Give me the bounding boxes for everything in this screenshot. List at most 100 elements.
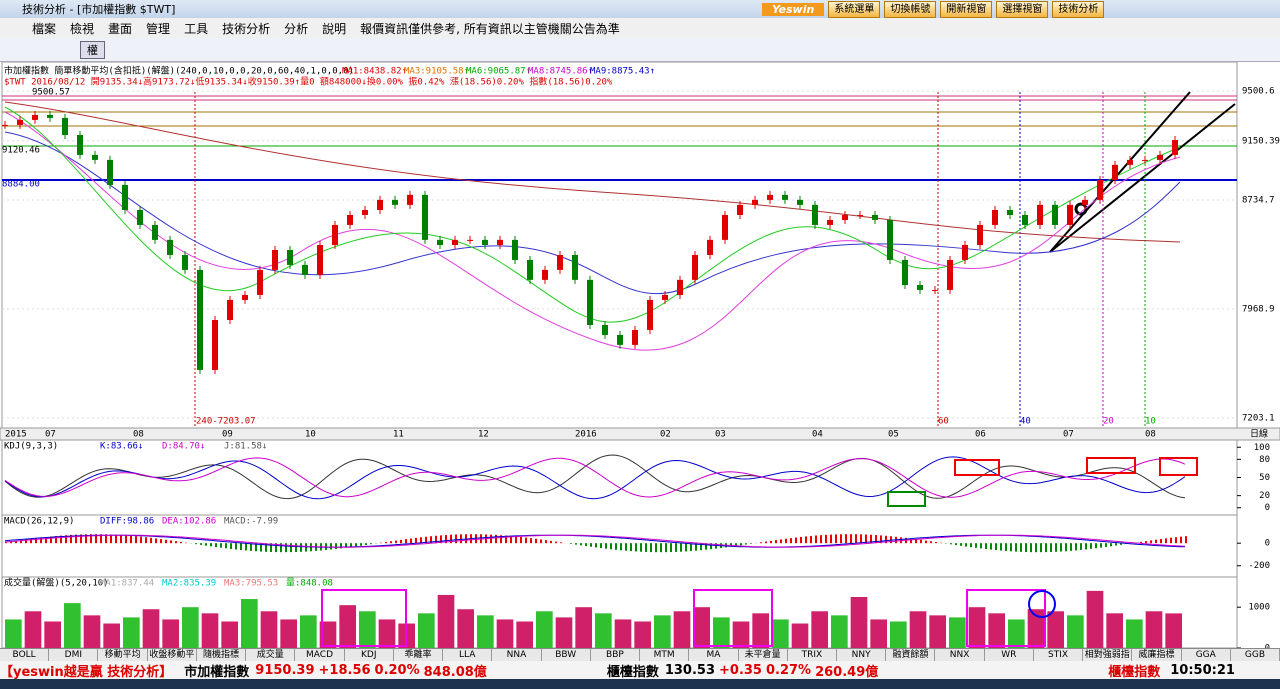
candle [122,184,128,210]
tab[interactable]: NNX [935,649,985,661]
tab[interactable]: BBP [591,649,641,661]
tab[interactable]: BOLL [0,649,50,661]
macd-bar [785,538,787,544]
volume-bar [378,619,396,648]
candle [257,269,263,295]
tab[interactable]: KDJ [345,649,394,661]
macd-bar [425,536,427,544]
macd-bar [860,534,862,544]
menu-bar: 檔案 檢視 畫面 管理 工具 技術分析 分析 說明 報價資訊僅供參考, 所有資訊以主管機關公告為… [0,18,1280,38]
menu-item[interactable]: 報價資訊僅供參考, 所有資訊以主管機關公告為準 [360,21,620,36]
macd-bar [185,542,187,544]
tab[interactable]: MTM [640,649,690,661]
macd-bar [985,543,987,550]
trend-line [1049,103,1236,253]
macd-bar [275,543,277,553]
macd-bar [580,543,582,546]
tab[interactable]: BBW [542,649,591,661]
y-tick-label: 9150.39 [1242,136,1280,146]
macd-bar [85,534,87,544]
top-button[interactable]: 開新視窗 [940,0,993,18]
date-label: 07 [45,430,56,440]
tab[interactable]: GGB [1231,649,1280,661]
volume-bar [831,615,848,648]
candle [302,264,308,275]
menu-item[interactable]: 管理 [146,21,171,36]
annotation: 20 [1103,417,1114,427]
macd-bar [925,540,927,544]
chart-header: 市加權指數 簡單移動平均(含扣抵)(解盤)(240,0,10,0,0,20,0,… [4,65,354,77]
macd-bar [1065,543,1067,552]
menu-item[interactable]: 檢視 [70,21,95,36]
candle [782,194,788,200]
volume-bar [555,617,573,648]
menu-item[interactable]: 技術分析 [222,21,271,36]
macd-bar [535,538,537,544]
menu-item[interactable]: 工具 [184,21,209,36]
macd-bar [50,536,52,544]
macd-bar [440,535,442,544]
tab[interactable]: 收盤移動平 [148,649,197,661]
tab[interactable]: NNY [837,649,887,661]
macd-bar [280,543,282,553]
tab[interactable]: 相對強弱指 [1083,649,1133,661]
pane-label: MA2:835.39 [162,579,216,589]
tab[interactable]: DMI [49,649,99,661]
tab[interactable]: 成交量 [246,649,296,661]
candle [722,214,728,240]
top-button[interactable]: 選擇視窗 [996,0,1049,18]
candle [1127,159,1133,165]
volume-bar [1165,613,1182,648]
macd-bar [1170,537,1172,544]
macd-bar [230,543,232,549]
volume-bar [791,623,809,648]
top-button[interactable]: 技術分析 [1052,0,1105,18]
macd-bar [735,543,737,546]
macd-bar [865,534,867,544]
macd-bar [605,543,607,549]
candle [662,294,668,300]
volume-bar [772,619,789,648]
tab[interactable]: 乖離率 [394,649,444,661]
pane-label: K:83.66↓ [100,442,143,452]
tab[interactable]: NNA [492,649,542,661]
tab[interactable]: 隨機指標 [197,649,247,661]
tab[interactable]: 威廉指標 [1132,649,1182,661]
volume-bar [968,607,986,648]
tab[interactable]: MA [689,649,739,661]
macd-bar [105,534,107,544]
menu-item[interactable]: 分析 [284,21,309,36]
macd-bar [1050,543,1052,552]
tab[interactable]: 融資餘額 [886,649,936,661]
candle [752,199,758,205]
macd-bar [235,543,237,550]
volume-bar [1106,613,1123,648]
macd-bar [695,543,697,551]
menu-item[interactable]: 檔案 [32,21,57,36]
volume-bar [339,605,356,648]
candle [1022,214,1028,225]
macd-bar [345,543,347,548]
menu-item[interactable]: 畫面 [108,21,133,36]
top-button[interactable]: 切換帳號 [884,0,937,18]
tab[interactable]: STIX [1034,649,1084,661]
menu-item[interactable]: 說明 [322,21,347,36]
candle [32,114,38,120]
tab[interactable]: WR [985,649,1034,661]
candle [422,194,428,240]
status-text: 【yeswin越是贏 技術分析】 [0,664,173,680]
tab[interactable]: 移動平均 [98,649,148,661]
candle [242,294,248,300]
macd-bar [45,537,47,544]
candle [1007,209,1013,215]
tab[interactable]: GGA [1182,649,1231,661]
candle [542,269,548,280]
toolbar-button[interactable]: 權 [80,40,105,59]
tab[interactable]: 未平倉量 [739,649,788,661]
tab[interactable]: TRIX [788,649,837,661]
macd-bar [965,543,967,547]
tab[interactable]: MACD [295,649,345,661]
top-button[interactable]: 系統選單 [828,0,881,18]
macd-bar [1025,543,1027,553]
tab[interactable]: LLA [443,649,493,661]
